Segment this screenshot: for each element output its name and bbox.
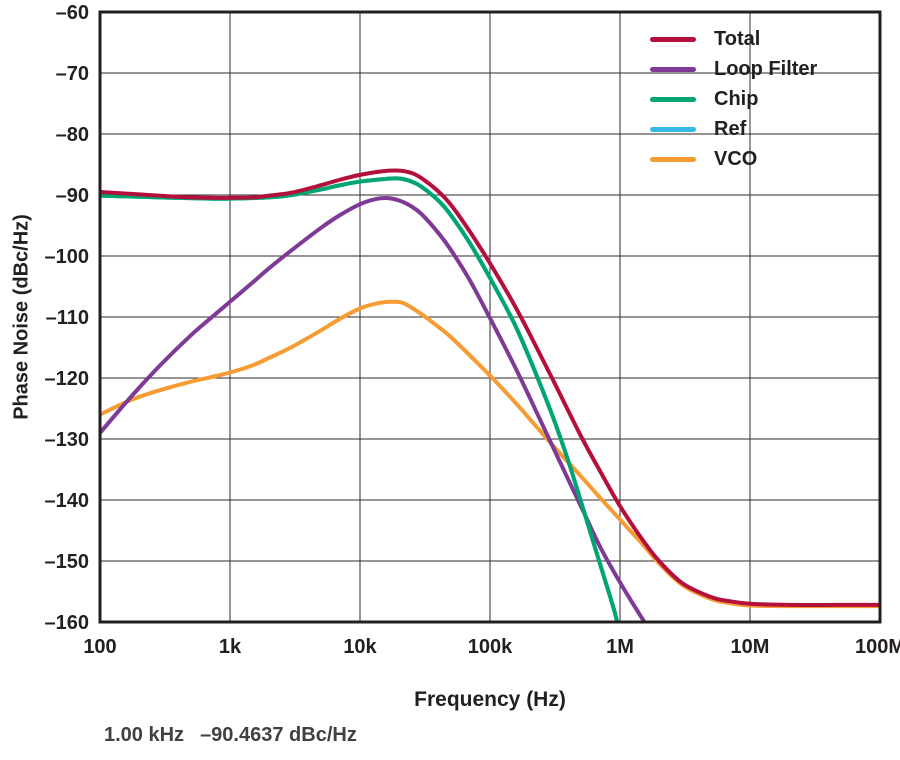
legend-swatch-vco bbox=[650, 156, 696, 162]
y-tick-label: –80 bbox=[56, 124, 89, 146]
marker-value: –90.4637 dBc/Hz bbox=[200, 724, 357, 746]
y-tick-label: –110 bbox=[46, 307, 89, 329]
legend-label-loop-filter: Loop Filter bbox=[714, 57, 818, 80]
y-tick-label: –130 bbox=[45, 429, 90, 451]
legend-swatch-total bbox=[650, 36, 696, 42]
x-tick-label: 1k bbox=[219, 636, 242, 658]
y-tick-label: –160 bbox=[45, 612, 90, 634]
legend-swatch-ref bbox=[650, 126, 696, 132]
legend-item-chip: Chip bbox=[650, 88, 817, 110]
plot-border bbox=[98, 10, 882, 624]
y-tick-label: –70 bbox=[56, 63, 89, 85]
legend-item-ref: Ref bbox=[650, 118, 817, 140]
y-tick-label: –120 bbox=[45, 368, 90, 390]
x-tick-label: 100 bbox=[83, 636, 116, 658]
y-tick-label: –60 bbox=[56, 2, 89, 24]
y-axis-title: Phase Noise (dBc/Hz) bbox=[10, 214, 33, 420]
x-tick-label: 100M bbox=[855, 636, 900, 658]
y-tick-label: –100 bbox=[45, 246, 90, 268]
legend-item-loop-filter: Loop Filter bbox=[650, 58, 817, 80]
marker-frequency: 1.00 kHz bbox=[104, 724, 185, 746]
y-tick-label: –150 bbox=[45, 551, 90, 573]
legend-label-vco: VCO bbox=[714, 147, 758, 170]
legend-label-chip: Chip bbox=[714, 87, 759, 110]
x-axis-title: Frequency (Hz) bbox=[414, 688, 566, 711]
x-tick-label: 1M bbox=[606, 636, 634, 658]
series-loop-filter bbox=[100, 196, 647, 622]
x-tick-label: 100k bbox=[468, 636, 513, 658]
legend-item-total: Total bbox=[650, 28, 817, 50]
y-tick-label: –90 bbox=[56, 185, 89, 207]
legend-item-vco: VCO bbox=[650, 148, 817, 170]
legend-label-total: Total bbox=[714, 27, 761, 50]
legend-label-ref: Ref bbox=[714, 117, 747, 140]
x-tick-label: 10k bbox=[343, 636, 377, 658]
legend: Total Loop Filter Chip Ref VCO bbox=[650, 28, 817, 170]
legend-swatch-loop-filter bbox=[650, 66, 696, 72]
marker-readout: 1.00 kHz –90.4637 dBc/Hz bbox=[104, 724, 357, 747]
legend-swatch-chip bbox=[650, 96, 696, 102]
x-tick-label: 10M bbox=[731, 636, 770, 658]
y-tick-label: –140 bbox=[45, 490, 90, 512]
series-total bbox=[100, 168, 880, 608]
